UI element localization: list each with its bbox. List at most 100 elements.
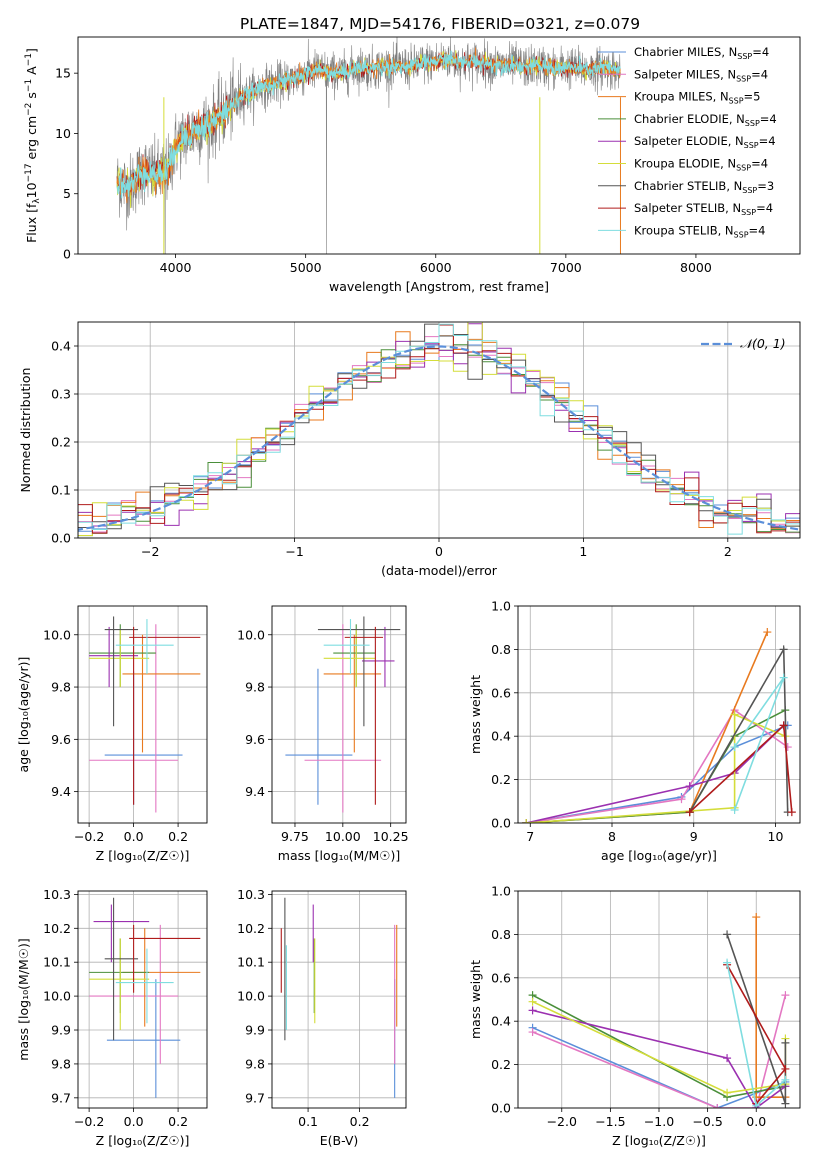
- y-axis-label: Normed distribution: [18, 368, 33, 493]
- x-tick-label: 0.2: [168, 1114, 188, 1129]
- mass-weight-point: [528, 997, 537, 1006]
- mass-weight-point: [781, 1075, 790, 1084]
- y-tick-label: 1.0: [491, 599, 511, 614]
- axes-frame: [517, 605, 801, 824]
- x-tick-label: −1.0: [644, 1114, 674, 1129]
- plot-area: [285, 616, 401, 813]
- y-tick-label: 10.0: [237, 627, 265, 642]
- y-tick-label: 10.3: [43, 887, 71, 902]
- y-tick-label: 10.0: [43, 989, 71, 1004]
- y-tick-label: 10.1: [43, 955, 71, 970]
- legend-entry: Salpeter STELIB, NSSP=4: [634, 201, 773, 217]
- x-tick-label: 9.75: [281, 829, 309, 844]
- legend-entry: Salpeter ELODIE, NSSP=4: [634, 134, 776, 150]
- plot-area: [89, 897, 201, 1098]
- mass-weight-line: [526, 631, 769, 823]
- x-tick-label: −0.2: [74, 1114, 104, 1129]
- y-tick-label: 9.6: [245, 732, 265, 747]
- mass-weight-point: [779, 645, 788, 654]
- legend-name: Salpeter ELODIE, N: [634, 134, 744, 148]
- y-axis-label-part: −17: [24, 163, 34, 182]
- x-tick-label: 9: [690, 829, 698, 844]
- mass-weight-line: [526, 709, 786, 823]
- mass-weight-point: [779, 721, 788, 730]
- legend-sub: SSP: [736, 164, 751, 173]
- x-tick-label: −0.5: [692, 1114, 722, 1129]
- y-axis-label-part: −2: [24, 103, 34, 116]
- y-axis-label-part: s: [24, 92, 39, 103]
- y-axis-label: age [log₁₀(age/yr)]: [16, 657, 31, 773]
- x-tick-label: 0.0: [124, 829, 144, 844]
- y-tick-label: 9.6: [51, 732, 71, 747]
- x-axis-label: wavelength [Angstrom, rest frame]: [329, 279, 549, 294]
- x-tick-label: 10.00: [325, 829, 361, 844]
- x-tick-label: 10.25: [373, 829, 409, 844]
- y-tick-label: 10.0: [237, 989, 265, 1004]
- legend-name: Kroupa STELIB, N: [634, 223, 734, 237]
- ebv-mass-panel: 0.1 0.2 9.7 9.8 9.9 10.0 10.1 10.2 10.3 E(B-V): [237, 887, 407, 1148]
- mass-weight-point: [781, 991, 790, 1000]
- age-massweight-panel: 7 8 9 10 0.0 0.2 0.4 0.6 0.8 1.0 age [log₁₀(age/yr…: [468, 599, 801, 863]
- y-tick-label: 0.8: [491, 927, 511, 942]
- legend-entry: Chabrier ELODIE, NSSP=4: [634, 112, 777, 128]
- y-tick-label: 0.4: [51, 339, 71, 354]
- model-spectrum-line: [116, 50, 621, 199]
- y-tick-label: 0.0: [51, 531, 71, 546]
- legend-tail: =3: [757, 179, 774, 193]
- x-tick-label: 0: [435, 544, 443, 559]
- mass-weight-point: [752, 1101, 761, 1108]
- x-axis-label: Z [log₁₀(Z/Z☉)]: [96, 848, 190, 863]
- mass-weight-line: [532, 1009, 786, 1108]
- legend-name: Kroupa MILES, N: [634, 90, 729, 104]
- legend-sub: SSP: [741, 208, 756, 217]
- x-axis-label: Z [log₁₀(Z/Z☉)]: [96, 1133, 190, 1148]
- x-tick-label: 5000: [290, 260, 322, 275]
- mass-weight-line: [532, 994, 787, 1108]
- y-axis-label-part: −1: [24, 79, 34, 92]
- y-axis-label-part: erg cm: [24, 116, 39, 164]
- y-axis-label: Flux [fλ10−17 erg cm−2 s−1 A−1]: [24, 48, 42, 243]
- mass-weight-point: [730, 743, 739, 752]
- y-tick-label: 5: [63, 186, 71, 201]
- mass-weight-point: [787, 808, 796, 817]
- legend-sub: SSP: [729, 97, 744, 106]
- spectrum-panel: 4000 5000 6000 7000 8000 0 5 10 15 wavelength [An…: [24, 36, 801, 294]
- x-axis-label: Z [log₁₀(Z/Z☉)]: [612, 1133, 706, 1148]
- legend-tail: =4: [752, 45, 769, 59]
- x-axis-label: age [log₁₀(age/yr)]: [601, 848, 717, 863]
- residual-histogram-panel: −2 −1 0 1 2 0.0 0.1 0.2 0.3 0.4 (data-model)/error…: [18, 321, 801, 578]
- legend-name: Salpeter MILES, N: [634, 67, 736, 81]
- mass-weight-line: [755, 917, 786, 1098]
- mass-weight-point: [723, 1088, 732, 1097]
- axes-frame: [77, 605, 208, 824]
- legend-name: Chabrier MILES, N: [634, 45, 737, 59]
- plot-area: [280, 897, 398, 1098]
- plot-area: [89, 616, 201, 813]
- y-tick-label: 0.4: [491, 1014, 511, 1029]
- legend-sub: SSP: [745, 119, 760, 128]
- y-axis-label-part: 10: [24, 182, 39, 198]
- legend-sub: SSP: [736, 74, 751, 83]
- y-tick-label: 9.8: [51, 1056, 71, 1071]
- y-tick-label: 10: [55, 126, 71, 141]
- legend-entry: Chabrier MILES, NSSP=4: [634, 45, 769, 61]
- y-tick-label: 9.4: [245, 784, 265, 799]
- y-tick-label: 10.2: [43, 921, 71, 936]
- figure-title: PLATE=1847, MJD=54176, FIBERID=0321, z=0…: [240, 15, 640, 33]
- legend-tail: =4: [760, 112, 777, 126]
- y-tick-label: 1.0: [491, 884, 511, 899]
- plot-area: [116, 37, 621, 254]
- y-axis-label-part: ]: [24, 48, 39, 53]
- legend-sub: SSP: [737, 52, 752, 61]
- y-tick-label: 0.0: [491, 816, 511, 831]
- y-axis-label: mass weight: [468, 675, 483, 754]
- legend-entry: Chabrier STELIB, NSSP=3: [634, 179, 774, 195]
- y-tick-label: 9.4: [51, 784, 71, 799]
- x-tick-label: 0.2: [350, 1114, 370, 1129]
- mass-weight-point: [781, 1038, 790, 1047]
- y-tick-label: 0.0: [491, 1101, 511, 1116]
- legend-name: Salpeter STELIB, N: [634, 201, 741, 215]
- legend-entry: Kroupa STELIB, NSSP=4: [634, 223, 765, 239]
- mass-weight-point: [730, 805, 739, 814]
- mass-weight-point: [763, 628, 772, 637]
